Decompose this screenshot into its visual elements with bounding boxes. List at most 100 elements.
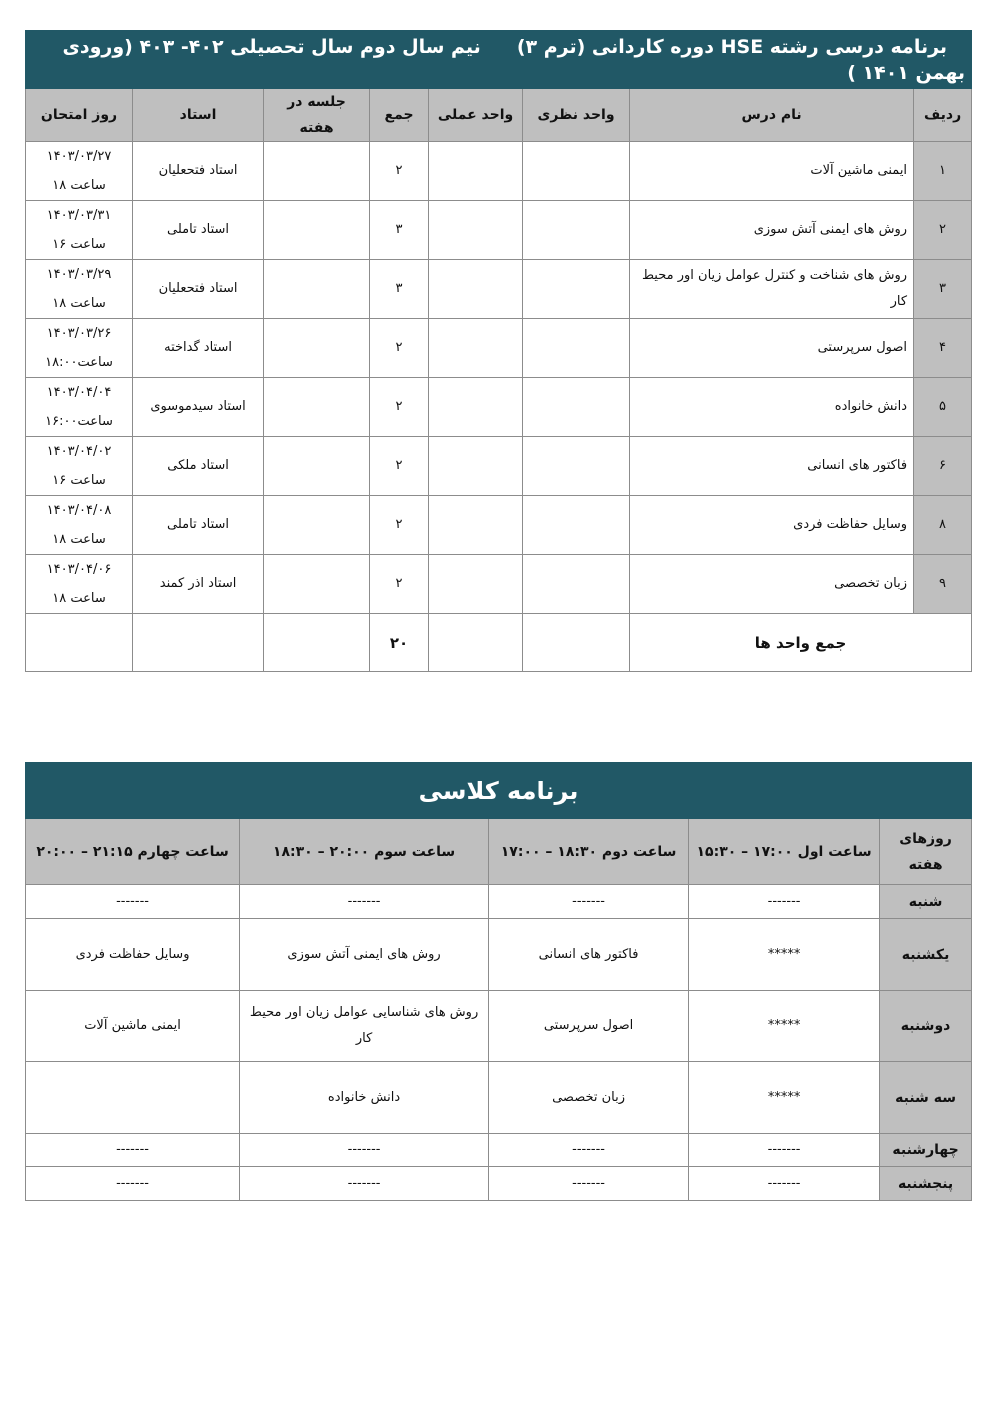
practical-cell <box>428 495 524 555</box>
schedule-slot: زبان تخصصی <box>488 1061 690 1134</box>
exam-date: ۱۴۰۳/۰۳/۳۱ <box>46 208 112 223</box>
course-name: زبان تخصصی <box>629 554 915 614</box>
exam-time: ساعت ۱۸ <box>52 591 106 606</box>
schedule-slot: ------- <box>24 884 241 919</box>
exam-time: ساعت ۱۶ <box>52 237 106 252</box>
table-row: ۵ دانش خانواده ۲ استاد سیدموسوی ۱۴۰۳/۰۴/۰۴ سا… <box>24 377 973 437</box>
row-number: ۲ <box>913 200 973 260</box>
schedule-slot <box>24 1061 241 1134</box>
sessions-cell <box>263 554 371 614</box>
exam-time: ساعت ۱۸ <box>52 296 106 311</box>
exam-date: ۱۴۰۳/۰۴/۰۴ <box>46 385 112 400</box>
course-name: فاکتور های انسانی <box>629 436 915 496</box>
schedule-row: شنبه ------- ------- ------- ------- <box>24 884 973 919</box>
total-cell: ۲ <box>369 377 430 437</box>
teacher-cell: استاد گداخته <box>132 318 265 378</box>
theory-cell <box>522 318 631 378</box>
schedule-slot: وسایل حفاظت فردی <box>24 918 241 991</box>
practical-cell <box>428 554 524 614</box>
schedule-slot: ------- <box>239 884 490 919</box>
column-header: واحد نظری <box>522 88 631 142</box>
total-label: جمع واحد ها <box>629 613 973 672</box>
curriculum-title: برنامه درسی رشته HSE دوره کاردانی (ترم ۳… <box>24 30 973 89</box>
row-number: ۶ <box>913 436 973 496</box>
total-cell: ۳ <box>369 200 430 260</box>
exam-time: ساعت ۱۸ <box>52 178 106 193</box>
row-number: ۹ <box>913 554 973 614</box>
schedule-slot: ------- <box>24 1166 241 1201</box>
row-number: ۴ <box>913 318 973 378</box>
practical-cell <box>428 259 524 319</box>
total-cell: ۲ <box>369 141 430 201</box>
sessions-cell <box>263 377 371 437</box>
teacher-cell: استاد فتحعلیان <box>132 259 265 319</box>
theory-cell <box>522 554 631 614</box>
day-label: پنجشنبه <box>879 1166 973 1201</box>
total-cell: ۲ <box>369 495 430 555</box>
teacher-cell: استاد اذر کمند <box>132 554 265 614</box>
column-header: جلسه در هفته <box>263 88 371 142</box>
table-row: ۸ وسایل حفاظت فردی ۲ استاد تاملی ۱۴۰۳/۰۴/۰۸ س… <box>24 495 973 555</box>
teacher-cell: استاد سیدموسوی <box>132 377 265 437</box>
theory-cell <box>522 377 631 437</box>
total-cell: ۲ <box>369 436 430 496</box>
schedule-slot: اصول سرپرستی <box>488 990 690 1062</box>
practical-cell <box>428 200 524 260</box>
course-name: وسایل حفاظت فردی <box>629 495 915 555</box>
column-header: ساعت چهارم ۲۱:۱۵ – ۲۰:۰۰ <box>24 818 241 885</box>
total-cell: ۲ <box>369 554 430 614</box>
day-label: یکشنبه <box>879 918 973 991</box>
schedule-slot: ------- <box>239 1133 490 1167</box>
exam-cell: ۱۴۰۳/۰۳/۲۶ ساعت۱۸:۰۰ <box>24 318 134 378</box>
day-label: شنبه <box>879 884 973 919</box>
theory-cell <box>522 259 631 319</box>
curriculum-table: برنامه درسی رشته HSE دوره کاردانی (ترم ۳… <box>24 30 973 672</box>
exam-cell: ۱۴۰۳/۰۳/۲۹ ساعت ۱۸ <box>24 259 134 319</box>
column-header: ردیف <box>913 88 973 142</box>
title-part: نیم سال دوم سال تحصیلی ۴۰۲- ۴۰۳ (ورودی ب… <box>62 35 966 84</box>
practical-cell <box>428 377 524 437</box>
column-header: ساعت دوم ۱۸:۳۰ – ۱۷:۰۰ <box>488 818 690 885</box>
schedule-slot: ***** <box>688 1061 881 1134</box>
row-number: ۳ <box>913 259 973 319</box>
schedule-slot: ***** <box>688 990 881 1062</box>
column-header: نام درس <box>629 88 915 142</box>
column-header: ساعت اول ۱۷:۰۰ – ۱۵:۳۰ <box>688 818 881 885</box>
theory-cell <box>522 495 631 555</box>
sessions-cell <box>263 200 371 260</box>
practical-cell <box>428 141 524 201</box>
theory-cell <box>522 436 631 496</box>
schedule-row: یکشنبه ***** فاکتور های انسانی روش های ایمن… <box>24 918 973 991</box>
schedule-slot: ------- <box>488 1133 690 1167</box>
exam-time: ساعت ۱۶ <box>52 473 106 488</box>
column-header: روز امتحان <box>24 88 134 142</box>
exam-cell: ۱۴۰۳/۰۴/۰۲ ساعت ۱۶ <box>24 436 134 496</box>
column-header: استاد <box>132 88 265 142</box>
sessions-cell <box>263 436 371 496</box>
teacher-cell: استاد تاملی <box>132 495 265 555</box>
table-row: ۴ اصول سرپرستی ۲ استاد گداخته ۱۴۰۳/۰۳/۲۶ ساعت… <box>24 318 973 378</box>
exam-time: ساعت۱۶:۰۰ <box>45 414 113 429</box>
exam-cell: ۱۴۰۳/۰۳/۲۷ ساعت ۱۸ <box>24 141 134 201</box>
exam-date: ۱۴۰۳/۰۳/۲۷ <box>46 149 112 164</box>
exam-date: ۱۴۰۳/۰۴/۰۲ <box>46 444 112 459</box>
day-label: دوشنبه <box>879 990 973 1062</box>
schedule-title: برنامه کلاسی <box>24 762 973 819</box>
total-value: ۲۰ <box>369 613 430 672</box>
teacher-cell: استاد تاملی <box>132 200 265 260</box>
total-cell: ۳ <box>369 259 430 319</box>
schedule-slot: ------- <box>239 1166 490 1201</box>
schedule-row: چهارشنبه ------- ------- ------- ------- <box>24 1133 973 1167</box>
column-header: جمع <box>369 88 430 142</box>
class-schedule-table: برنامه کلاسی روزهای هفته ساعت اول ۱۷:۰۰ –… <box>24 762 973 1201</box>
exam-time: ساعت۱۸:۰۰ <box>45 355 113 370</box>
exam-cell: ۱۴۰۳/۰۳/۳۱ ساعت ۱۶ <box>24 200 134 260</box>
schedule-row: سه شنبه ***** زبان تخصصی دانش خانواده <box>24 1061 973 1134</box>
schedule-slot: روش های ایمنی آتش سوزی <box>239 918 490 991</box>
table-row: ۱ ایمنی ماشین آلات ۲ استاد فتحعلیان ۱۴۰۳/۰۳/… <box>24 141 973 201</box>
title-part: برنامه درسی رشته HSE دوره کاردانی (ترم ۳… <box>516 35 948 58</box>
row-number: ۵ <box>913 377 973 437</box>
schedule-slot: ------- <box>688 1133 881 1167</box>
table-row: ۳ روش های شناخت و کنترل عوامل زیان اور مح… <box>24 259 973 319</box>
row-number: ۸ <box>913 495 973 555</box>
